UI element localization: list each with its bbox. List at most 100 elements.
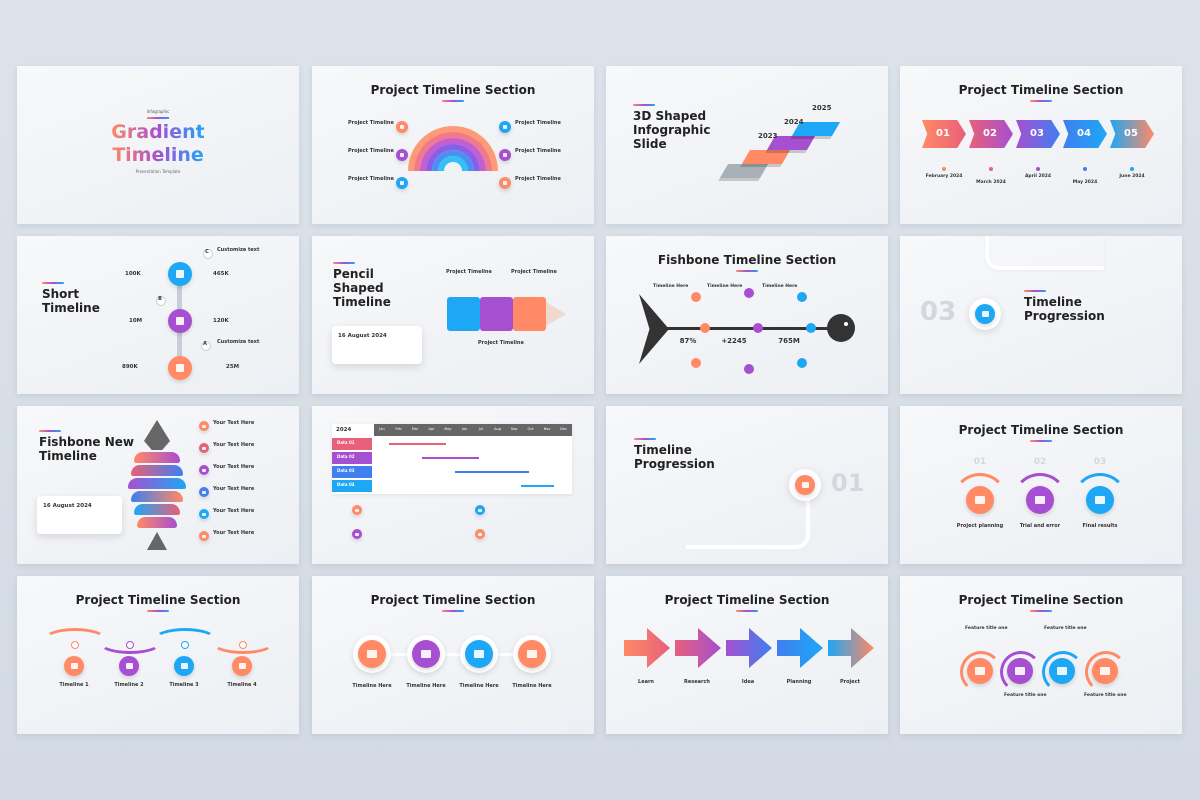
icon [478, 508, 482, 512]
text: Feature title one [1044, 626, 1087, 631]
text: 890K [122, 364, 138, 370]
icon [1015, 667, 1025, 675]
fish-tail [147, 532, 167, 550]
chevron [1063, 120, 1107, 148]
accent-bar [333, 262, 355, 264]
icon [527, 649, 537, 659]
text: May [444, 427, 452, 431]
chevron [969, 120, 1013, 148]
text: Presentation Template [135, 169, 181, 174]
circle [71, 641, 79, 649]
icon [399, 125, 405, 129]
icon [478, 532, 482, 536]
puzzle-piece [447, 297, 480, 331]
text: Timeline 1 [59, 682, 89, 688]
wave [154, 628, 216, 650]
fish-rib [134, 452, 180, 463]
slide: Project Timeline Section Timeline Here Tim… [312, 576, 594, 734]
text: Customize text [217, 247, 260, 253]
icon [175, 364, 185, 372]
text: Planning [786, 679, 812, 685]
slide-title: Fishbone Timeline Section [657, 253, 837, 267]
text: Customize text [217, 339, 260, 345]
text: Oct [527, 427, 534, 431]
gantt-bar [454, 471, 529, 473]
text: 01 [936, 128, 950, 139]
path-line [985, 236, 1104, 270]
wave [44, 628, 106, 650]
gantt-header [374, 424, 572, 436]
text: Project Timeline [478, 340, 524, 346]
wave [99, 632, 161, 654]
icon [502, 181, 508, 185]
text: 87% [679, 337, 697, 345]
chevron [1016, 120, 1060, 148]
pencil-tip [546, 302, 566, 326]
fish-tail [639, 294, 669, 364]
circle [797, 358, 807, 368]
slide: Fishbone New Timeline 16 August 2024 Your … [17, 406, 299, 564]
icon [355, 508, 359, 512]
step-block [719, 164, 769, 178]
icon [1057, 667, 1067, 675]
icon [355, 532, 359, 536]
arrow [828, 628, 874, 668]
arrow [726, 628, 772, 668]
slide-title: Project Timeline Section [370, 593, 536, 607]
text: Your Text Here [213, 442, 255, 448]
text: Idea [741, 679, 755, 685]
slide: Project Timeline Section Learn Research Ide… [606, 576, 888, 734]
path-line [686, 475, 810, 549]
text: Project Timeline [511, 269, 557, 275]
icon [180, 663, 188, 669]
slide-title: Short Timeline [42, 287, 100, 315]
text: 2023 [758, 132, 778, 140]
icon [70, 663, 78, 669]
gantt-bar [388, 443, 447, 445]
text: Apr [428, 427, 435, 431]
row-label-bg [332, 438, 372, 450]
accent-bar [1024, 290, 1046, 292]
text: April 2024 [1024, 174, 1052, 179]
wave [212, 632, 274, 654]
accent-bar [442, 610, 464, 612]
circle [844, 322, 848, 326]
text: 25M [226, 364, 240, 370]
row-label-bg [332, 452, 372, 464]
text: Learn [638, 679, 654, 685]
icon [502, 125, 508, 129]
row-label-bg [332, 466, 372, 478]
fish-rib [131, 491, 183, 502]
text: C [205, 249, 209, 255]
arrow [624, 628, 670, 668]
accent-bar [1030, 100, 1052, 102]
circle [1036, 167, 1040, 171]
text: Mar [411, 427, 419, 431]
slide: Infographic Gradient Timeline Presentation … [17, 66, 299, 224]
text: June 2024 [1119, 174, 1145, 179]
text: Dec [560, 427, 567, 431]
text: Research [684, 679, 710, 685]
text: Project planning [956, 523, 1004, 529]
text: Your Text Here [213, 486, 255, 492]
ring-arc [1072, 473, 1128, 529]
text: 01 [973, 457, 987, 467]
text: Your Text Here [213, 508, 255, 514]
text: +2245 [721, 337, 747, 345]
text: Project Timeline [348, 176, 394, 182]
text: Timeline Here [352, 683, 392, 689]
slide-title: Project Timeline Section [958, 83, 1124, 97]
icon [981, 311, 989, 317]
text: 05 [1124, 128, 1138, 139]
slide-title: Project Timeline Section [75, 593, 241, 607]
circle [989, 167, 993, 171]
fish-rib [137, 517, 177, 528]
accent-bar [633, 104, 655, 106]
icon [975, 495, 985, 505]
text: 100K [125, 271, 141, 277]
date-card [332, 326, 422, 364]
fish-rib [128, 478, 186, 489]
circle [1130, 167, 1134, 171]
circle [744, 364, 754, 374]
